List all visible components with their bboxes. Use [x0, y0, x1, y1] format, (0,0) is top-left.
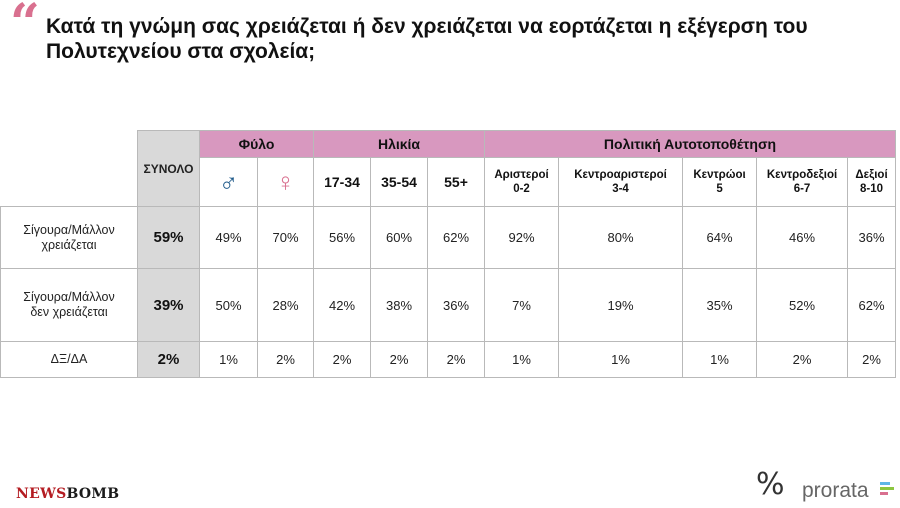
group-header-age: Ηλικία: [312, 130, 486, 158]
table-cell: 1%: [199, 341, 258, 378]
results-table: ΣΥΝΟΛΟ Φύλο Ηλικία Πολιτική Αυτοτοποθέτη…: [0, 130, 897, 378]
table-cell: 80%: [558, 206, 684, 269]
table-cell-total: 39%: [137, 268, 200, 342]
table-cell: 36%: [847, 206, 897, 269]
table-row: Σίγουρα/Μάλλον χρειάζεται 59% 49% 70% 56%…: [0, 206, 897, 269]
newsbomb-logo-bomb: BOMB: [66, 486, 120, 502]
table-cell: 56%: [313, 206, 371, 269]
table-cell: 49%: [199, 206, 258, 269]
row-label-needed: Σίγουρα/Μάλλον χρειάζεται: [0, 206, 138, 269]
prorata-logo: prorata: [802, 479, 869, 502]
table-cell: 1%: [484, 341, 560, 378]
table-cell: 28%: [257, 268, 314, 342]
age-header-55-plus: 55+: [426, 157, 486, 207]
table-cell: 1%: [558, 341, 684, 378]
table-cell-total: 59%: [137, 206, 200, 269]
table-cell: 2%: [847, 341, 897, 378]
age-header-35-54: 35-54: [370, 157, 428, 207]
table-cell: 36%: [426, 268, 486, 342]
prorata-bar: [880, 487, 894, 490]
political-header-right: Δεξιοί 8-10: [847, 157, 897, 207]
table-cell: 2%: [370, 341, 428, 378]
table-cell: 2%: [313, 341, 371, 378]
table-cell: 46%: [756, 206, 849, 269]
table-cell: 50%: [199, 268, 258, 342]
table-cell: 38%: [370, 268, 428, 342]
table-row: ΔΞ/ΔΑ 2% 1% 2% 2% 2% 2% 1% 1% 1% 2% 2%: [0, 341, 897, 378]
female-icon: ♀: [275, 167, 296, 197]
quote-mark: “: [10, 0, 40, 54]
row-label-not-needed: Σίγουρα/Μάλλον δεν χρειάζεται: [0, 268, 138, 342]
male-icon: ♂: [218, 167, 239, 197]
newsbomb-logo: NEWSBOMB: [16, 486, 119, 502]
political-header-center-left: Κεντροαριστεροί 3-4: [558, 157, 684, 207]
table-cell: 64%: [682, 206, 758, 269]
table-cell: 7%: [484, 268, 560, 342]
table-cell: 60%: [370, 206, 428, 269]
table-cell: 1%: [682, 341, 758, 378]
political-header-center: Κεντρώοι 5: [682, 157, 758, 207]
newsbomb-logo-news: NEWS: [16, 486, 67, 502]
table-cell: 2%: [257, 341, 314, 378]
row-label-dont-know: ΔΞ/ΔΑ: [0, 341, 138, 378]
table-cell: 2%: [426, 341, 486, 378]
table-cell: 35%: [682, 268, 758, 342]
table-cell: 19%: [558, 268, 684, 342]
political-header-center-right: Κεντροδεξιοί 6-7: [756, 157, 849, 207]
age-header-17-34: 17-34: [313, 157, 371, 207]
female-header: ♀: [257, 157, 314, 207]
prorata-percent-icon: %: [756, 467, 785, 502]
prorata-bar: [880, 492, 888, 495]
prorata-bars-icon: [880, 482, 894, 500]
total-header: ΣΥΝΟΛΟ: [137, 130, 200, 207]
table-cell: 52%: [756, 268, 849, 342]
table-cell: 62%: [847, 268, 897, 342]
table-cell: 42%: [313, 268, 371, 342]
political-header-left: Αριστεροί 0-2: [484, 157, 560, 207]
table-cell: 62%: [426, 206, 486, 269]
table-cell: 70%: [257, 206, 314, 269]
table-cell: 2%: [756, 341, 849, 378]
table-cell-total: 2%: [137, 341, 200, 378]
page-title: Κατά τη γνώμη σας χρειάζεται ή δεν χρειά…: [46, 15, 808, 63]
male-header: ♂: [199, 157, 258, 207]
table-row: Σίγουρα/Μάλλον δεν χρειάζεται 39% 50% 28%…: [0, 268, 897, 342]
sub-header-row: ♂ ♀ 17-34 35-54 55+ Αριστεροί 0-2 Κεντροα…: [1, 157, 897, 207]
table-cell: 92%: [484, 206, 560, 269]
group-header-political: Πολιτική Αυτοτοποθέτηση: [484, 130, 897, 158]
group-header-row: ΣΥΝΟΛΟ Φύλο Ηλικία Πολιτική Αυτοτοποθέτη…: [1, 130, 897, 207]
prorata-bar: [880, 482, 890, 485]
group-header-gender: Φύλο: [199, 130, 314, 158]
